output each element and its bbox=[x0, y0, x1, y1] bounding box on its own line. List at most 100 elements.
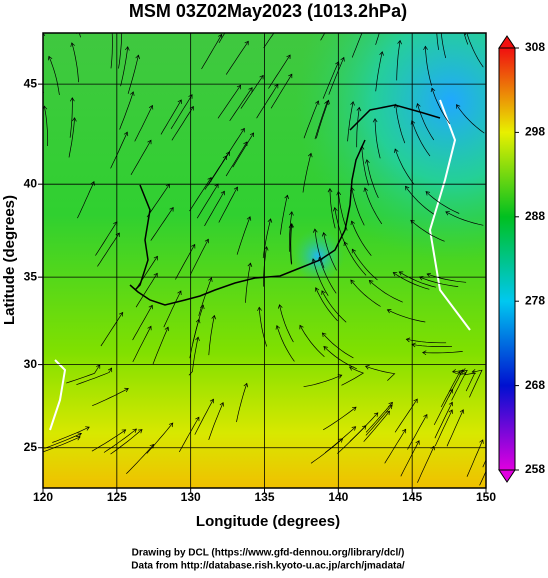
streamline bbox=[440, 33, 447, 59]
streamline bbox=[356, 107, 360, 148]
streamline-arrow bbox=[124, 46, 130, 51]
x-tick-label: 120 bbox=[33, 490, 53, 504]
streamline bbox=[77, 181, 95, 219]
streamline bbox=[351, 33, 363, 58]
streamline-arrow bbox=[195, 318, 201, 324]
streamline bbox=[132, 326, 152, 363]
streamline bbox=[375, 51, 383, 92]
streamline bbox=[365, 402, 393, 433]
streamline-arrow bbox=[195, 336, 200, 342]
streamline bbox=[236, 216, 251, 255]
streamline-arrow bbox=[123, 131, 129, 137]
streamline bbox=[189, 177, 212, 212]
colorbar-tick-label: 258 bbox=[525, 462, 545, 476]
streamline bbox=[290, 223, 293, 264]
streamline bbox=[411, 120, 431, 157]
streamline bbox=[240, 75, 264, 109]
streamline-arrow bbox=[410, 219, 415, 225]
streamline bbox=[363, 410, 390, 442]
streamline-arrow bbox=[168, 422, 174, 428]
streamline-arrow bbox=[430, 87, 436, 93]
streamline bbox=[406, 338, 447, 344]
streamline-arrow bbox=[208, 277, 213, 282]
streamline-arrow bbox=[372, 118, 378, 123]
streamline-arrow bbox=[286, 54, 291, 60]
streamline-arrow bbox=[458, 369, 464, 374]
streamline bbox=[365, 404, 393, 436]
streamline bbox=[320, 33, 326, 41]
plot-area bbox=[18, 6, 497, 488]
streamline-arrow bbox=[438, 18, 442, 21]
streamline bbox=[466, 33, 484, 68]
streamline bbox=[68, 117, 75, 158]
y-axis-label: Latitude (degrees) bbox=[1, 195, 18, 325]
streamline bbox=[229, 87, 253, 121]
streamline bbox=[463, 33, 469, 45]
streamline-arrow bbox=[426, 272, 432, 278]
streamline bbox=[44, 433, 82, 449]
streamline-arrow bbox=[321, 290, 326, 295]
streamline-arrow bbox=[314, 287, 320, 292]
streamline bbox=[323, 232, 337, 271]
streamline-arrow bbox=[337, 374, 343, 379]
x-axis-label: Longitude (degrees) bbox=[196, 513, 340, 530]
streamline bbox=[323, 346, 357, 370]
colorbar-tick-label: 268 bbox=[525, 378, 545, 392]
streamline-arrow bbox=[277, 304, 283, 309]
streamline bbox=[393, 272, 430, 290]
streamline bbox=[329, 188, 336, 229]
streamline-arrow bbox=[148, 104, 154, 110]
streamline-arrow bbox=[413, 398, 418, 404]
streamline-arrow bbox=[177, 99, 182, 104]
streamline bbox=[92, 388, 129, 407]
streamline-arrow bbox=[479, 439, 484, 444]
streamline bbox=[312, 258, 329, 296]
streamline bbox=[78, 33, 81, 38]
streamline-arrow bbox=[27, 57, 31, 61]
streamline-arrow bbox=[247, 262, 253, 267]
streamline bbox=[146, 422, 174, 454]
streamline bbox=[110, 33, 113, 69]
streamline bbox=[446, 409, 464, 447]
streamline-arrow bbox=[464, 33, 470, 36]
streamline bbox=[334, 207, 347, 247]
streamline-arrow bbox=[350, 220, 355, 226]
streamline bbox=[395, 104, 406, 144]
streamline bbox=[350, 279, 381, 307]
streamline-arrow bbox=[405, 337, 411, 343]
streamline bbox=[410, 220, 445, 242]
streamline bbox=[118, 33, 123, 69]
y-tick-label: 35 bbox=[24, 269, 38, 283]
streamline bbox=[349, 412, 379, 442]
streamline-arrow bbox=[124, 387, 129, 393]
colorbar-tick-label: 288 bbox=[525, 209, 545, 223]
streamline-arrow bbox=[321, 332, 327, 337]
streamline bbox=[374, 118, 381, 159]
streamline bbox=[426, 273, 467, 283]
streamline bbox=[394, 398, 418, 433]
streamline bbox=[262, 218, 271, 259]
streamline-arrow bbox=[493, 449, 497, 453]
streamline-arrow bbox=[402, 428, 407, 434]
streamline bbox=[288, 211, 293, 252]
streamline-arrow bbox=[350, 186, 355, 192]
streamline-arrow bbox=[169, 206, 174, 212]
streamline-arrow bbox=[18, 6, 22, 10]
streamline-arrow bbox=[397, 39, 402, 45]
streamline-arrow bbox=[207, 176, 212, 182]
streamline bbox=[150, 207, 174, 241]
streamline-arrow bbox=[364, 365, 370, 370]
streamline bbox=[451, 369, 466, 401]
colorbar: 258 268 278 288 298 308 bbox=[498, 35, 545, 483]
streamline bbox=[48, 56, 60, 95]
streamline-arrow bbox=[47, 55, 53, 61]
streamline-arrow bbox=[85, 426, 90, 431]
streamline-arrow bbox=[130, 91, 135, 96]
streamline-arrow bbox=[164, 326, 170, 332]
streamline bbox=[152, 326, 169, 365]
streamline bbox=[328, 57, 345, 95]
streamline bbox=[198, 277, 212, 316]
streamline bbox=[322, 332, 354, 359]
streamline bbox=[225, 141, 248, 177]
streamline-arrow bbox=[244, 40, 249, 46]
